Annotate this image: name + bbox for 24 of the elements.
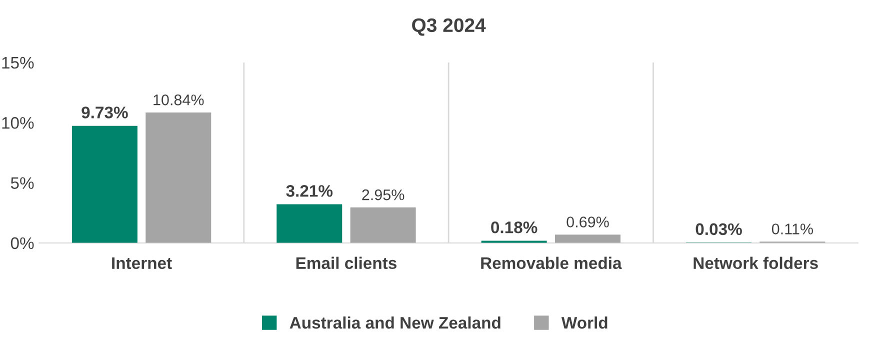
x-tick-label: Removable media <box>481 256 622 270</box>
data-label: 0.18% <box>491 221 538 234</box>
data-label: 0.03% <box>696 223 742 236</box>
bar <box>555 234 620 243</box>
legend-label: Australia and New Zealand <box>290 316 500 329</box>
bar <box>276 204 342 243</box>
data-label: 0.11% <box>772 224 813 234</box>
x-tick-label: Internet <box>112 257 172 270</box>
x-tick-label: Email clients <box>296 256 396 270</box>
y-tick-label: 0% <box>10 237 34 250</box>
data-label: 2.95% <box>362 189 404 200</box>
bar <box>72 126 138 243</box>
bar <box>350 207 416 243</box>
y-tick-label: 15% <box>2 56 34 69</box>
y-tick-label: 10% <box>2 117 34 129</box>
chart-title: Q3 2024 <box>412 18 486 36</box>
y-tick-label: 5% <box>10 177 34 189</box>
data-label: 3.21% <box>286 185 333 197</box>
bar <box>146 112 212 243</box>
data-label: 0.69% <box>566 216 609 228</box>
data-label: 9.73% <box>82 106 128 118</box>
data-label: 10.84% <box>154 94 204 106</box>
legend-label: World <box>561 316 608 329</box>
x-tick-label: Network folders <box>694 256 818 270</box>
